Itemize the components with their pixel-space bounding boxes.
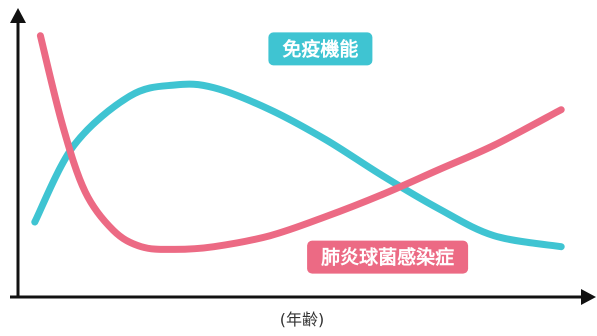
series-line-1: [36, 32, 565, 253]
series-label-text: 免疫機能: [282, 37, 358, 60]
series-label-box: [268, 32, 373, 66]
series-lines: [31, 32, 565, 253]
series-line-0: [31, 80, 565, 251]
series-label-0: 免疫機能: [268, 32, 373, 66]
series-label-box: [307, 240, 469, 274]
series-label-1: 肺炎球菌感染症: [307, 240, 469, 274]
x-axis-arrowhead: [581, 289, 596, 305]
y-axis-arrowhead: [10, 8, 26, 23]
x-axis-label: (年齢): [280, 310, 325, 329]
axes: [10, 8, 596, 305]
series-label-text: 肺炎球菌感染症: [321, 246, 454, 269]
